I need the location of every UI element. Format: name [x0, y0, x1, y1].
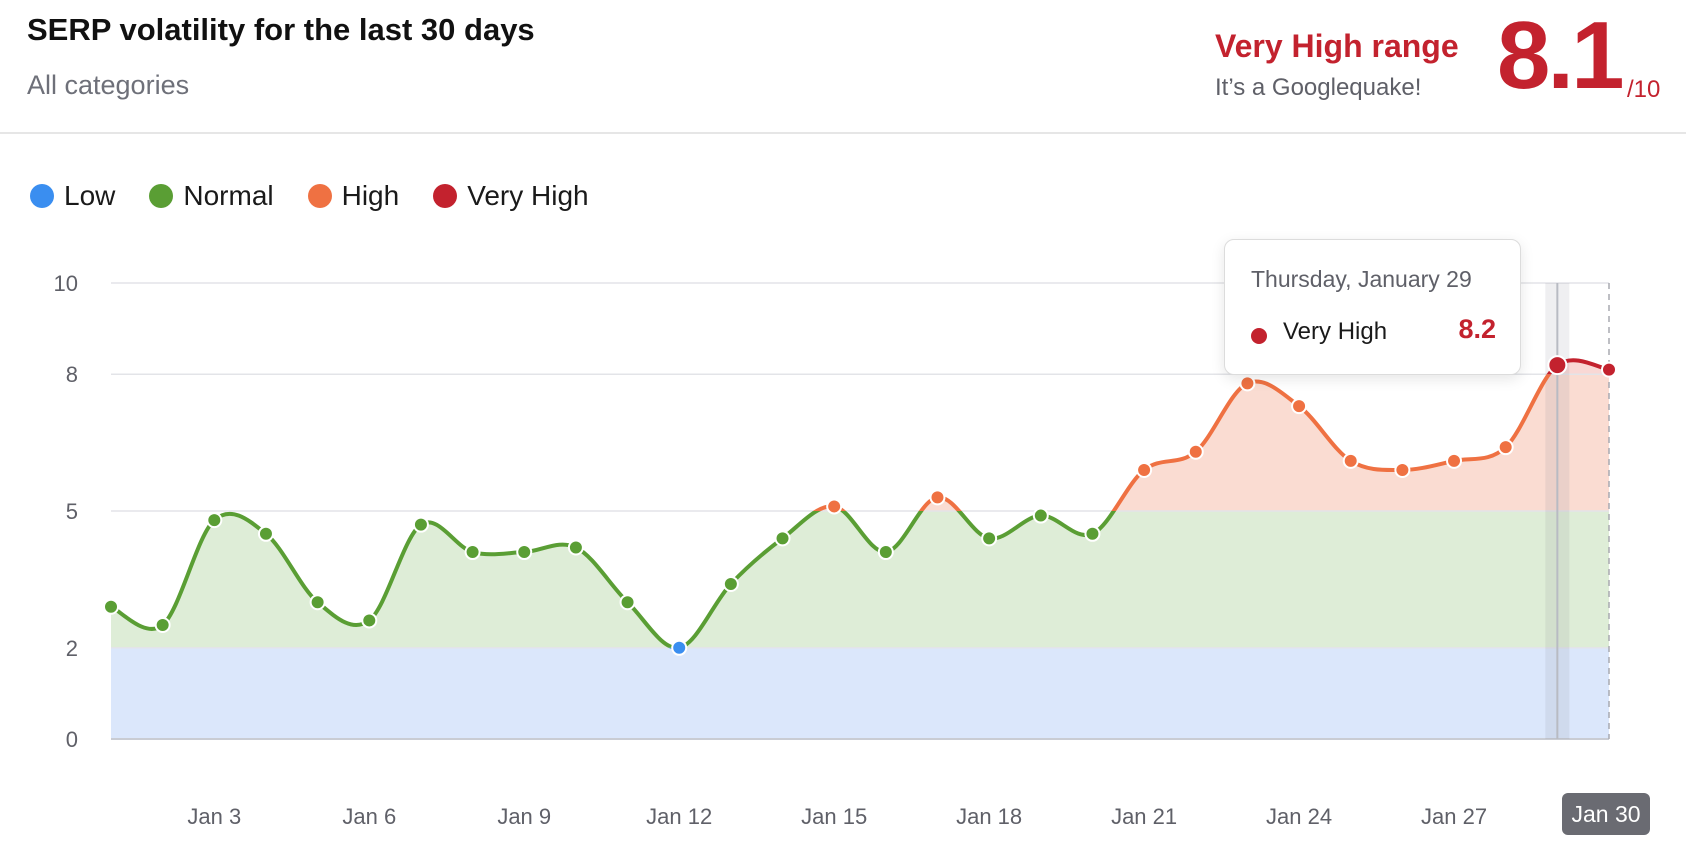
y-tick-label: 0	[66, 727, 78, 752]
chart-title: SERP volatility for the last 30 days	[27, 12, 535, 47]
tooltip-series-label: Very High	[1283, 318, 1388, 345]
data-point	[619, 594, 636, 611]
x-tick-label: Jan 9	[497, 804, 551, 829]
range-title: Very High range	[1215, 28, 1459, 64]
data-point	[722, 575, 739, 592]
x-tick-label: Jan 18	[956, 804, 1022, 829]
labels-layer: 0 2 5 8 10 Jan 3 Jan 6 Jan 9 Jan 12 Jan 15 Jan 18 J…	[54, 271, 1488, 829]
x-tick-label: Jan 27	[1421, 804, 1487, 829]
legend-label: Very High	[467, 180, 589, 211]
range-subtitle: It’s a Googlequake!	[1215, 74, 1422, 101]
y-tick-label: 2	[66, 636, 78, 661]
data-point	[361, 612, 378, 629]
data-point	[309, 594, 326, 611]
y-tick-label: 8	[66, 362, 78, 387]
data-point	[206, 512, 223, 529]
data-point	[1084, 525, 1101, 542]
data-point	[1032, 507, 1049, 524]
legend-dot-very-high	[433, 184, 458, 208]
tooltip-series-dot	[1251, 328, 1267, 344]
band-fill-low	[111, 647, 1609, 739]
data-point	[671, 639, 688, 656]
y-tick-label: 10	[54, 271, 78, 296]
data-point	[412, 516, 429, 533]
x-tick-label: Jan 24	[1266, 804, 1332, 829]
tooltip-value: 8.2	[1458, 314, 1496, 344]
data-point	[257, 525, 274, 542]
data-point	[1136, 461, 1153, 478]
band-fill-high	[111, 374, 1609, 511]
data-point	[1291, 398, 1308, 415]
data-point	[154, 617, 171, 633]
x-tick-label: Jan 21	[1111, 804, 1177, 829]
data-point	[464, 544, 481, 561]
data-point	[826, 498, 843, 515]
chart-legend: Low Normal High Very High	[30, 180, 589, 212]
data-point	[1187, 443, 1204, 460]
data-point	[1601, 361, 1617, 378]
tooltip-date: Thursday, January 29	[1251, 266, 1472, 292]
data-point	[1446, 452, 1463, 469]
data-point	[774, 530, 791, 547]
legend-label: Normal	[183, 180, 274, 211]
data-point	[516, 544, 533, 561]
score-max: /10	[1627, 76, 1661, 103]
series-line-normal	[110, 511, 1117, 648]
legend-item-high[interactable]: High	[307, 180, 400, 212]
legend-label: High	[341, 180, 400, 211]
volatility-score: 8.1	[1497, 2, 1624, 109]
chart-header: SERP volatility for the last 30 days All…	[0, 0, 1686, 134]
x-tick-label: Jan 15	[801, 804, 867, 829]
x-tick-label: Jan 6	[342, 804, 396, 829]
data-point	[567, 539, 584, 556]
legend-item-very-high[interactable]: Very High	[433, 180, 589, 212]
legend-label: Low	[64, 180, 116, 211]
y-tick-label: 5	[66, 499, 78, 524]
data-point	[1547, 355, 1568, 376]
points-layer	[103, 355, 1617, 656]
legend-dot-low	[30, 184, 54, 208]
data-point	[877, 544, 894, 561]
data-point	[1394, 461, 1411, 478]
data-point	[1497, 439, 1514, 456]
chart-tooltip: Thursday, January 29 Very High 8.2	[1224, 239, 1521, 375]
data-point	[103, 598, 119, 615]
category-subtitle: All categories	[27, 70, 190, 100]
legend-dot-high	[307, 184, 332, 208]
legend-dot-normal	[149, 184, 174, 208]
legend-item-low[interactable]: Low	[30, 180, 115, 212]
data-point	[1239, 375, 1256, 392]
legend-item-normal[interactable]: Normal	[149, 180, 274, 212]
data-point	[981, 530, 998, 547]
data-point	[1342, 452, 1359, 469]
data-point	[929, 489, 946, 506]
x-tick-label: Jan 3	[187, 804, 241, 829]
x-tick-label: Jan 12	[646, 804, 712, 829]
x-axis-highlight-badge: Jan 30	[1562, 793, 1650, 835]
